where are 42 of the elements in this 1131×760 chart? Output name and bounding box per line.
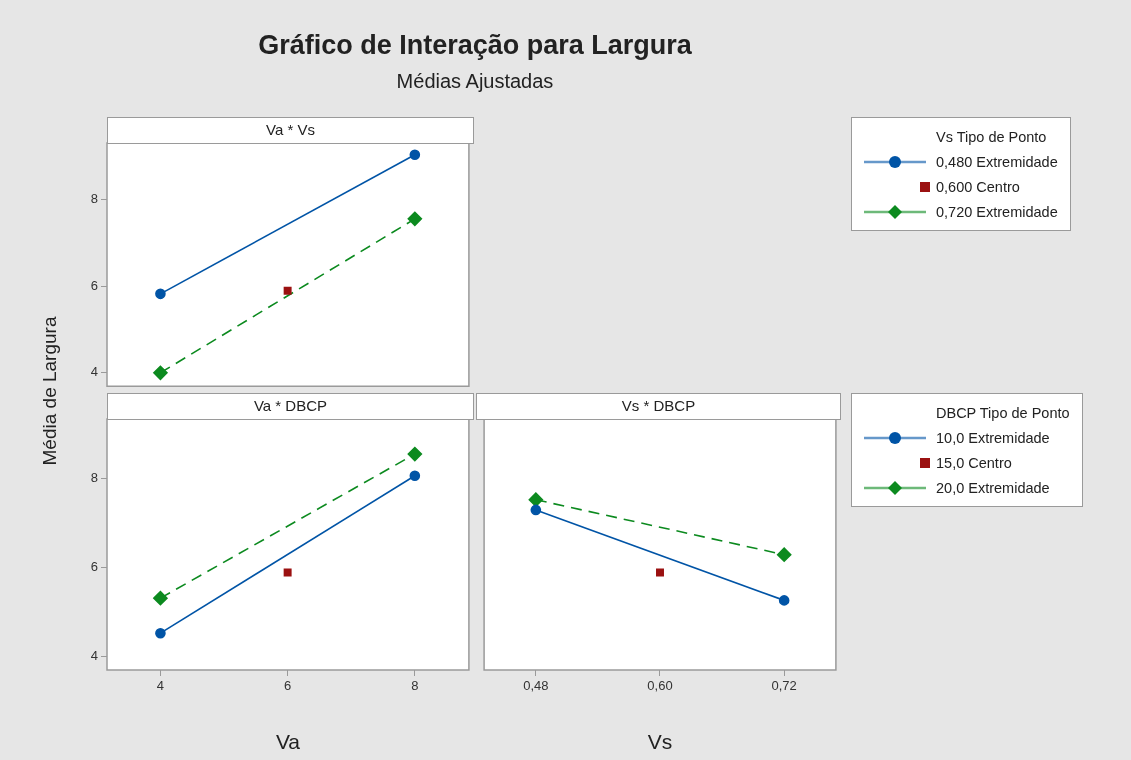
- point: [283, 286, 292, 295]
- chart-title: Gráfico de Interação para Largura: [257, 30, 693, 61]
- x-tick-label: 8: [411, 678, 419, 694]
- legend-title: Vs Tipo de Ponto: [935, 127, 1048, 147]
- legend-label: 15,0 Centro: [936, 454, 1012, 471]
- x-tick-label: 4: [156, 678, 165, 694]
- legend-title: DBCP Tipo de Ponto: [935, 403, 1070, 423]
- x-axis-title: Va: [275, 730, 301, 754]
- panel-header: Va * Vs: [107, 117, 474, 144]
- point: [407, 446, 423, 462]
- legend-label: 0,600 Centro: [936, 178, 1020, 195]
- x-tick-label: 0,48: [523, 678, 549, 694]
- point: [153, 590, 168, 606]
- y-tick-label: 4: [90, 647, 98, 663]
- point: [656, 568, 664, 577]
- x-tick-label: 0,60: [647, 678, 673, 694]
- point: [155, 288, 166, 300]
- y-tick-label: 8: [90, 470, 98, 486]
- point: [153, 365, 168, 381]
- point: [407, 211, 423, 227]
- point: [283, 568, 292, 577]
- point: [409, 470, 421, 482]
- y-tick-label: 8: [90, 190, 98, 206]
- legend-label: 0,480 Extremidade: [936, 153, 1058, 170]
- panel-header: Va * DBCP: [107, 393, 474, 420]
- x-tick-label: 0,72: [771, 678, 797, 694]
- legend-label: 0,720 Extremidade: [936, 203, 1058, 220]
- x-axis-title: Vs: [647, 730, 673, 754]
- point: [409, 149, 421, 160]
- legend-label: 20,0 Extremidade: [936, 479, 1050, 496]
- chart-subtitle: Médias Ajustadas: [395, 70, 555, 93]
- point: [776, 547, 792, 562]
- point: [778, 595, 790, 606]
- legend-label: 10,0 Extremidade: [936, 429, 1050, 446]
- y-tick-label: 4: [90, 364, 98, 380]
- y-tick-label: 6: [90, 559, 98, 575]
- y-axis-title: Média de Largura: [39, 315, 61, 468]
- y-tick-label: 6: [90, 277, 98, 293]
- point: [530, 504, 542, 516]
- point: [155, 627, 166, 639]
- panel-header: Vs * DBCP: [476, 393, 841, 420]
- x-tick-label: 6: [284, 678, 292, 694]
